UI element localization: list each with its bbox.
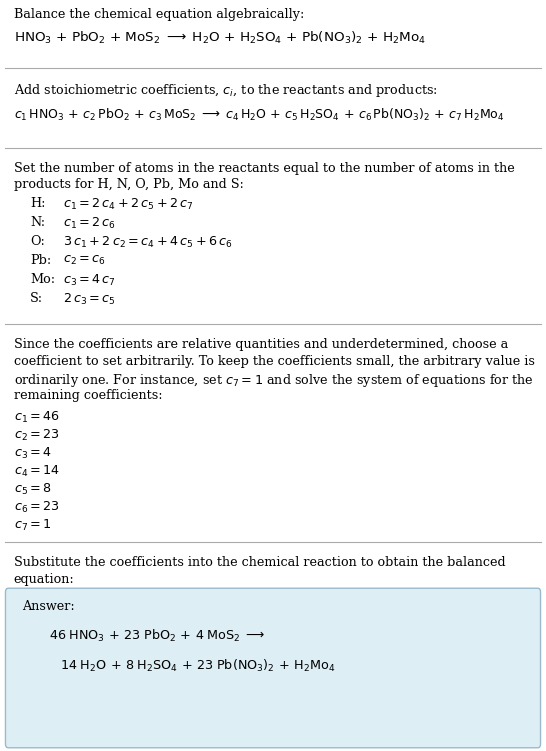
- Text: $\mathregular{HNO_3}$ $+$ $\mathregular{PbO_2}$ $+$ $\mathregular{MoS_2}$$\;\lon: $\mathregular{HNO_3}$ $+$ $\mathregular{…: [14, 30, 426, 46]
- Text: coefficient to set arbitrarily. To keep the coefficients small, the arbitrary va: coefficient to set arbitrarily. To keep …: [14, 355, 535, 368]
- Text: $c_2 = c_6$: $c_2 = c_6$: [63, 254, 105, 267]
- Text: S:: S:: [30, 292, 43, 305]
- Text: $14\;\mathregular{H_2O}$$\,+\,8\;\mathregular{H_2SO_4}$$\,+\,23\;\mathregular{Pb: $14\;\mathregular{H_2O}$$\,+\,8\;\mathre…: [60, 658, 336, 674]
- Text: N:: N:: [30, 216, 45, 229]
- Text: Set the number of atoms in the reactants equal to the number of atoms in the: Set the number of atoms in the reactants…: [14, 162, 514, 175]
- Text: O:: O:: [30, 235, 45, 248]
- Text: $c_3 = 4\,c_7$: $c_3 = 4\,c_7$: [63, 273, 116, 288]
- Text: $c_2 = 23$: $c_2 = 23$: [14, 428, 60, 443]
- Text: Answer:: Answer:: [22, 600, 75, 613]
- Text: $c_5 = 8$: $c_5 = 8$: [14, 482, 51, 497]
- Text: H:: H:: [30, 197, 45, 210]
- Text: Balance the chemical equation algebraically:: Balance the chemical equation algebraica…: [14, 8, 304, 21]
- Text: $c_1 = 46$: $c_1 = 46$: [14, 410, 60, 425]
- Text: $c_1\,\mathregular{HNO_3}$$\,+\,c_2\,\mathregular{PbO_2}$$\,+\,c_3\,\mathregular: $c_1\,\mathregular{HNO_3}$$\,+\,c_2\,\ma…: [14, 107, 505, 123]
- Text: equation:: equation:: [14, 573, 74, 586]
- Text: $c_3 = 4$: $c_3 = 4$: [14, 446, 52, 461]
- Text: remaining coefficients:: remaining coefficients:: [14, 389, 162, 402]
- Text: Add stoichiometric coefficients, $c_i$, to the reactants and products:: Add stoichiometric coefficients, $c_i$, …: [14, 82, 437, 99]
- Text: $c_6 = 23$: $c_6 = 23$: [14, 500, 60, 515]
- Text: $c_4 = 14$: $c_4 = 14$: [14, 464, 60, 479]
- Text: Since the coefficients are relative quantities and underdetermined, choose a: Since the coefficients are relative quan…: [14, 338, 508, 351]
- Text: $46\;\mathregular{HNO_3}$$\,+\,23\;\mathregular{PbO_2}$$\,+\,4\;\mathregular{MoS: $46\;\mathregular{HNO_3}$$\,+\,23\;\math…: [49, 628, 265, 644]
- Text: $2\,c_3 = c_5$: $2\,c_3 = c_5$: [63, 292, 116, 307]
- Text: products for H, N, O, Pb, Mo and S:: products for H, N, O, Pb, Mo and S:: [14, 178, 244, 191]
- Text: $c_1 = 2\,c_6$: $c_1 = 2\,c_6$: [63, 216, 116, 231]
- Text: $3\,c_1 + 2\,c_2 = c_4 + 4\,c_5 + 6\,c_6$: $3\,c_1 + 2\,c_2 = c_4 + 4\,c_5 + 6\,c_6…: [63, 235, 233, 250]
- Text: $c_7 = 1$: $c_7 = 1$: [14, 518, 51, 533]
- Text: $c_1 = 2\,c_4 + 2\,c_5 + 2\,c_7$: $c_1 = 2\,c_4 + 2\,c_5 + 2\,c_7$: [63, 197, 193, 212]
- Text: Substitute the coefficients into the chemical reaction to obtain the balanced: Substitute the coefficients into the che…: [14, 556, 505, 569]
- Text: Mo:: Mo:: [30, 273, 55, 286]
- Text: Pb:: Pb:: [30, 254, 51, 267]
- FancyBboxPatch shape: [5, 588, 541, 748]
- Text: ordinarily one. For instance, set $c_7 = 1$ and solve the system of equations fo: ordinarily one. For instance, set $c_7 =…: [14, 372, 533, 389]
